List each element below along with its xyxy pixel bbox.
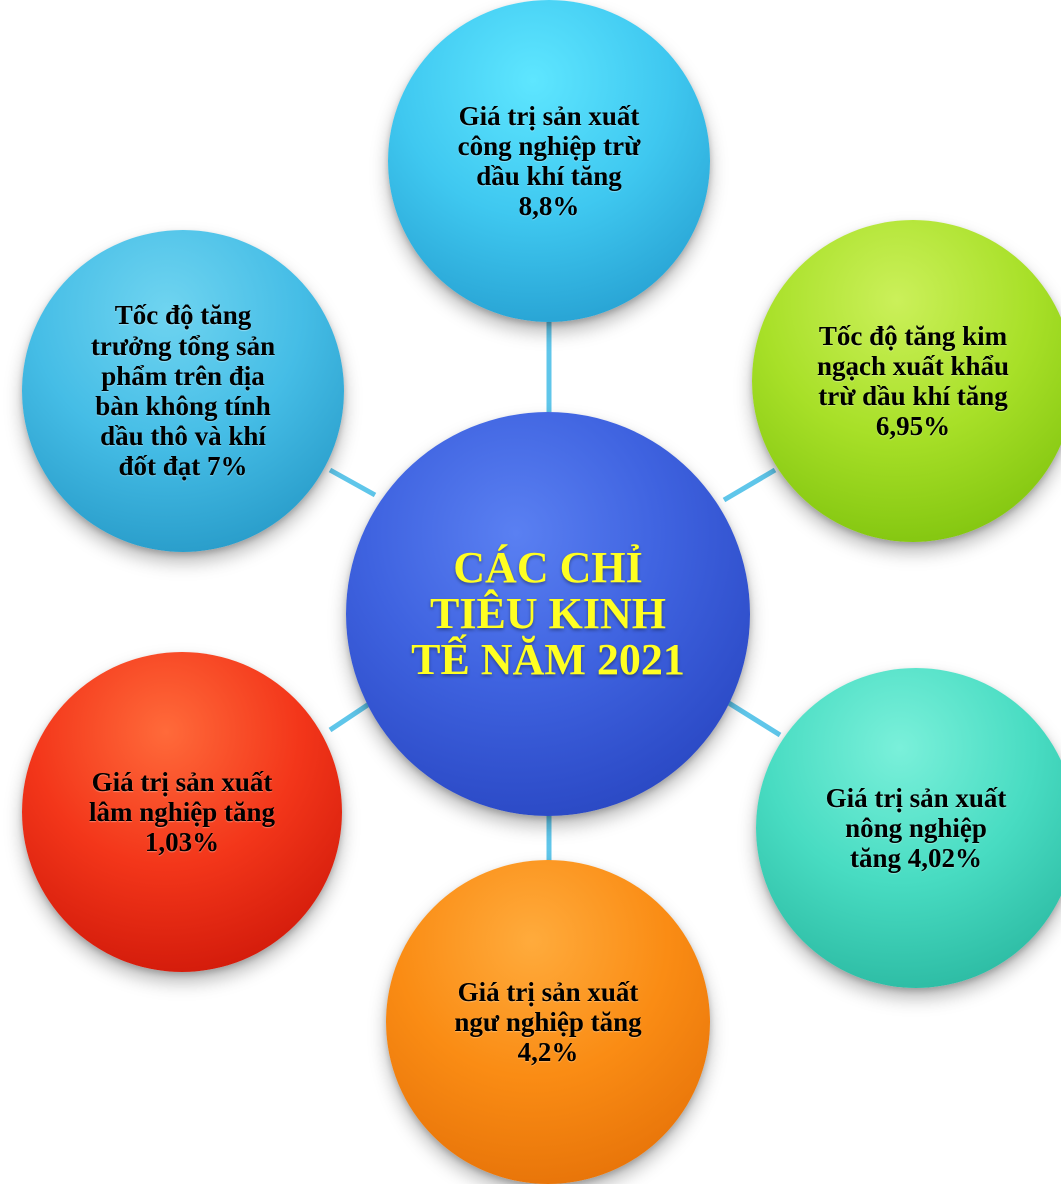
- connector-upper-right: [722, 467, 777, 503]
- node-export-growth: Tốc độ tăng kim ngạch xuất khẩu trừ dầu …: [752, 220, 1061, 542]
- node-fishery-production: Giá trị sản xuất ngư nghiệp tăng 4,2%: [386, 860, 710, 1184]
- node-agriculture-production-label: Giá trị sản xuất nông nghiệp tăng 4,02%: [825, 782, 1007, 874]
- node-forestry-production: Giá trị sản xuất lâm nghiệp tăng 1,03%: [22, 652, 342, 972]
- node-agriculture-production: Giá trị sản xuất nông nghiệp tăng 4,02%: [756, 668, 1061, 988]
- node-fishery-production-label: Giá trị sản xuất ngư nghiệp tăng 4,2%: [454, 976, 642, 1068]
- node-grdp-growth-label: Tốc độ tăng trưởng tổng sản phẩm trên đị…: [90, 300, 276, 482]
- node-industrial-production-label: Giá trị sản xuất công nghiệp trừ dầu khí…: [457, 100, 641, 222]
- center-hub-title: CÁC CHỈ TIÊU KINH TẾ NĂM 2021: [411, 542, 685, 685]
- node-industrial-production: Giá trị sản xuất công nghiệp trừ dầu khí…: [388, 0, 710, 322]
- center-hub: CÁC CHỈ TIÊU KINH TẾ NĂM 2021: [346, 412, 750, 816]
- connector-upper-left: [328, 467, 377, 498]
- node-forestry-production-label: Giá trị sản xuất lâm nghiệp tăng 1,03%: [88, 766, 276, 858]
- node-grdp-growth: Tốc độ tăng trưởng tổng sản phẩm trên đị…: [22, 230, 344, 552]
- node-export-growth-label: Tốc độ tăng kim ngạch xuất khẩu trừ dầu …: [816, 320, 1010, 442]
- connector-lower-right: [722, 697, 782, 738]
